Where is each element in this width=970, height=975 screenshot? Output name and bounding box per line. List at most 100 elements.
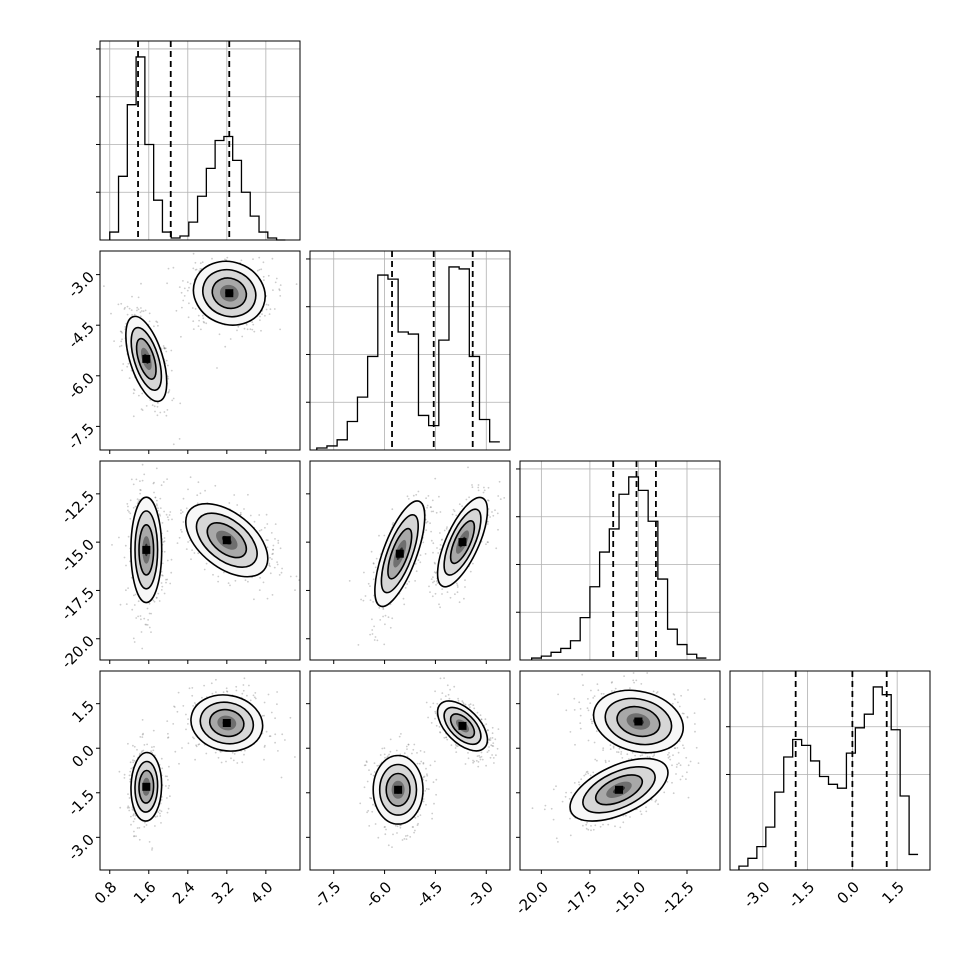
scatter-point — [139, 753, 141, 755]
scatter-point — [126, 366, 128, 368]
scatter-point — [586, 828, 588, 830]
scatter-point — [478, 755, 480, 757]
scatter-point — [274, 733, 276, 735]
scatter-point — [161, 810, 163, 812]
scatter-point — [673, 694, 675, 696]
scatter-point — [135, 506, 137, 508]
scatter-point — [432, 542, 434, 544]
scatter-point — [363, 572, 365, 574]
scatter-point — [633, 682, 635, 684]
scatter-point — [176, 310, 178, 312]
scatter-point — [379, 619, 381, 621]
scatter-point — [271, 712, 273, 714]
scatter-point — [133, 507, 135, 509]
scatter-point — [588, 740, 590, 742]
scatter-point — [153, 325, 155, 327]
scatter-point — [150, 631, 152, 633]
scatter-point — [457, 586, 459, 588]
scatter-point — [381, 748, 383, 750]
scatter-point — [371, 629, 373, 631]
scatter-point — [236, 504, 238, 506]
scatter-point — [417, 816, 419, 818]
scatter-point — [466, 499, 468, 501]
scatter-point — [694, 712, 696, 714]
scatter-point — [157, 406, 159, 408]
scatter-point — [365, 595, 367, 597]
scatter-point — [367, 781, 369, 783]
scatter-point — [134, 389, 136, 391]
scatter-point — [140, 618, 142, 620]
scatter-point — [139, 736, 141, 738]
scatter-point — [477, 755, 479, 757]
scatter-point — [156, 503, 158, 505]
scatter-point — [179, 537, 181, 539]
scatter-point — [163, 481, 165, 483]
scatter-point — [168, 519, 170, 521]
scatter-point — [202, 261, 204, 263]
scatter-point — [694, 731, 696, 733]
scatter-point — [232, 752, 234, 754]
scatter-point — [405, 835, 407, 837]
scatter-point — [439, 731, 441, 733]
scatter-point — [472, 486, 474, 488]
scatter-point — [427, 717, 429, 719]
scatter-point — [190, 558, 192, 560]
scatter-point — [120, 604, 122, 606]
scatter-point — [134, 818, 136, 820]
scatter-point — [159, 498, 161, 500]
axes-frame — [310, 251, 510, 450]
scatter-point — [184, 288, 186, 290]
scatter-point — [594, 759, 596, 761]
scatter-point — [497, 513, 499, 515]
scatter-point — [270, 572, 272, 574]
scatter-point — [174, 751, 176, 753]
scatter-point — [493, 757, 495, 759]
scatter-point — [246, 695, 248, 697]
scatter-point — [276, 561, 278, 563]
scatter-point — [391, 508, 393, 510]
scatter-point — [385, 615, 387, 617]
scatter-point — [565, 709, 567, 711]
scatter-point — [485, 718, 487, 720]
scatter-point — [488, 487, 490, 489]
scatter-point — [373, 626, 375, 628]
scatter-point — [435, 794, 437, 796]
scatter-point — [436, 725, 438, 727]
scatter-point — [217, 581, 219, 583]
scatter-point — [134, 604, 136, 606]
scatter-point — [161, 586, 163, 588]
scatter-point — [415, 494, 417, 496]
scatter-point — [198, 743, 200, 745]
scatter-point — [495, 754, 497, 756]
scatter-point — [156, 468, 158, 470]
scatter-point — [133, 831, 135, 833]
scatter-point — [132, 759, 134, 761]
panel-p2-p3 — [516, 665, 724, 874]
scatter-point — [134, 641, 136, 643]
scatter-point — [196, 746, 198, 748]
scatter-point — [480, 759, 482, 761]
scatter-point — [127, 510, 129, 512]
scatter-point — [201, 697, 203, 699]
scatter-point — [281, 777, 283, 779]
scatter-point — [127, 363, 129, 365]
scatter-point — [235, 580, 237, 582]
scatter-point — [153, 483, 155, 485]
scatter-point — [145, 624, 147, 626]
scatter-point — [189, 687, 191, 689]
scatter-point — [149, 321, 151, 323]
scatter-point — [623, 675, 625, 677]
density-peak — [223, 719, 231, 727]
scatter-point — [458, 700, 460, 702]
scatter-point — [390, 751, 392, 753]
scatter-point — [435, 779, 437, 781]
scatter-point — [194, 552, 196, 554]
scatter-point — [432, 703, 434, 705]
scatter-point — [369, 634, 371, 636]
scatter-point — [188, 316, 190, 318]
scatter-point — [611, 690, 613, 692]
scatter-point — [211, 682, 213, 684]
scatter-point — [133, 836, 135, 838]
scatter-point — [279, 289, 281, 291]
scatter-point — [400, 733, 402, 735]
